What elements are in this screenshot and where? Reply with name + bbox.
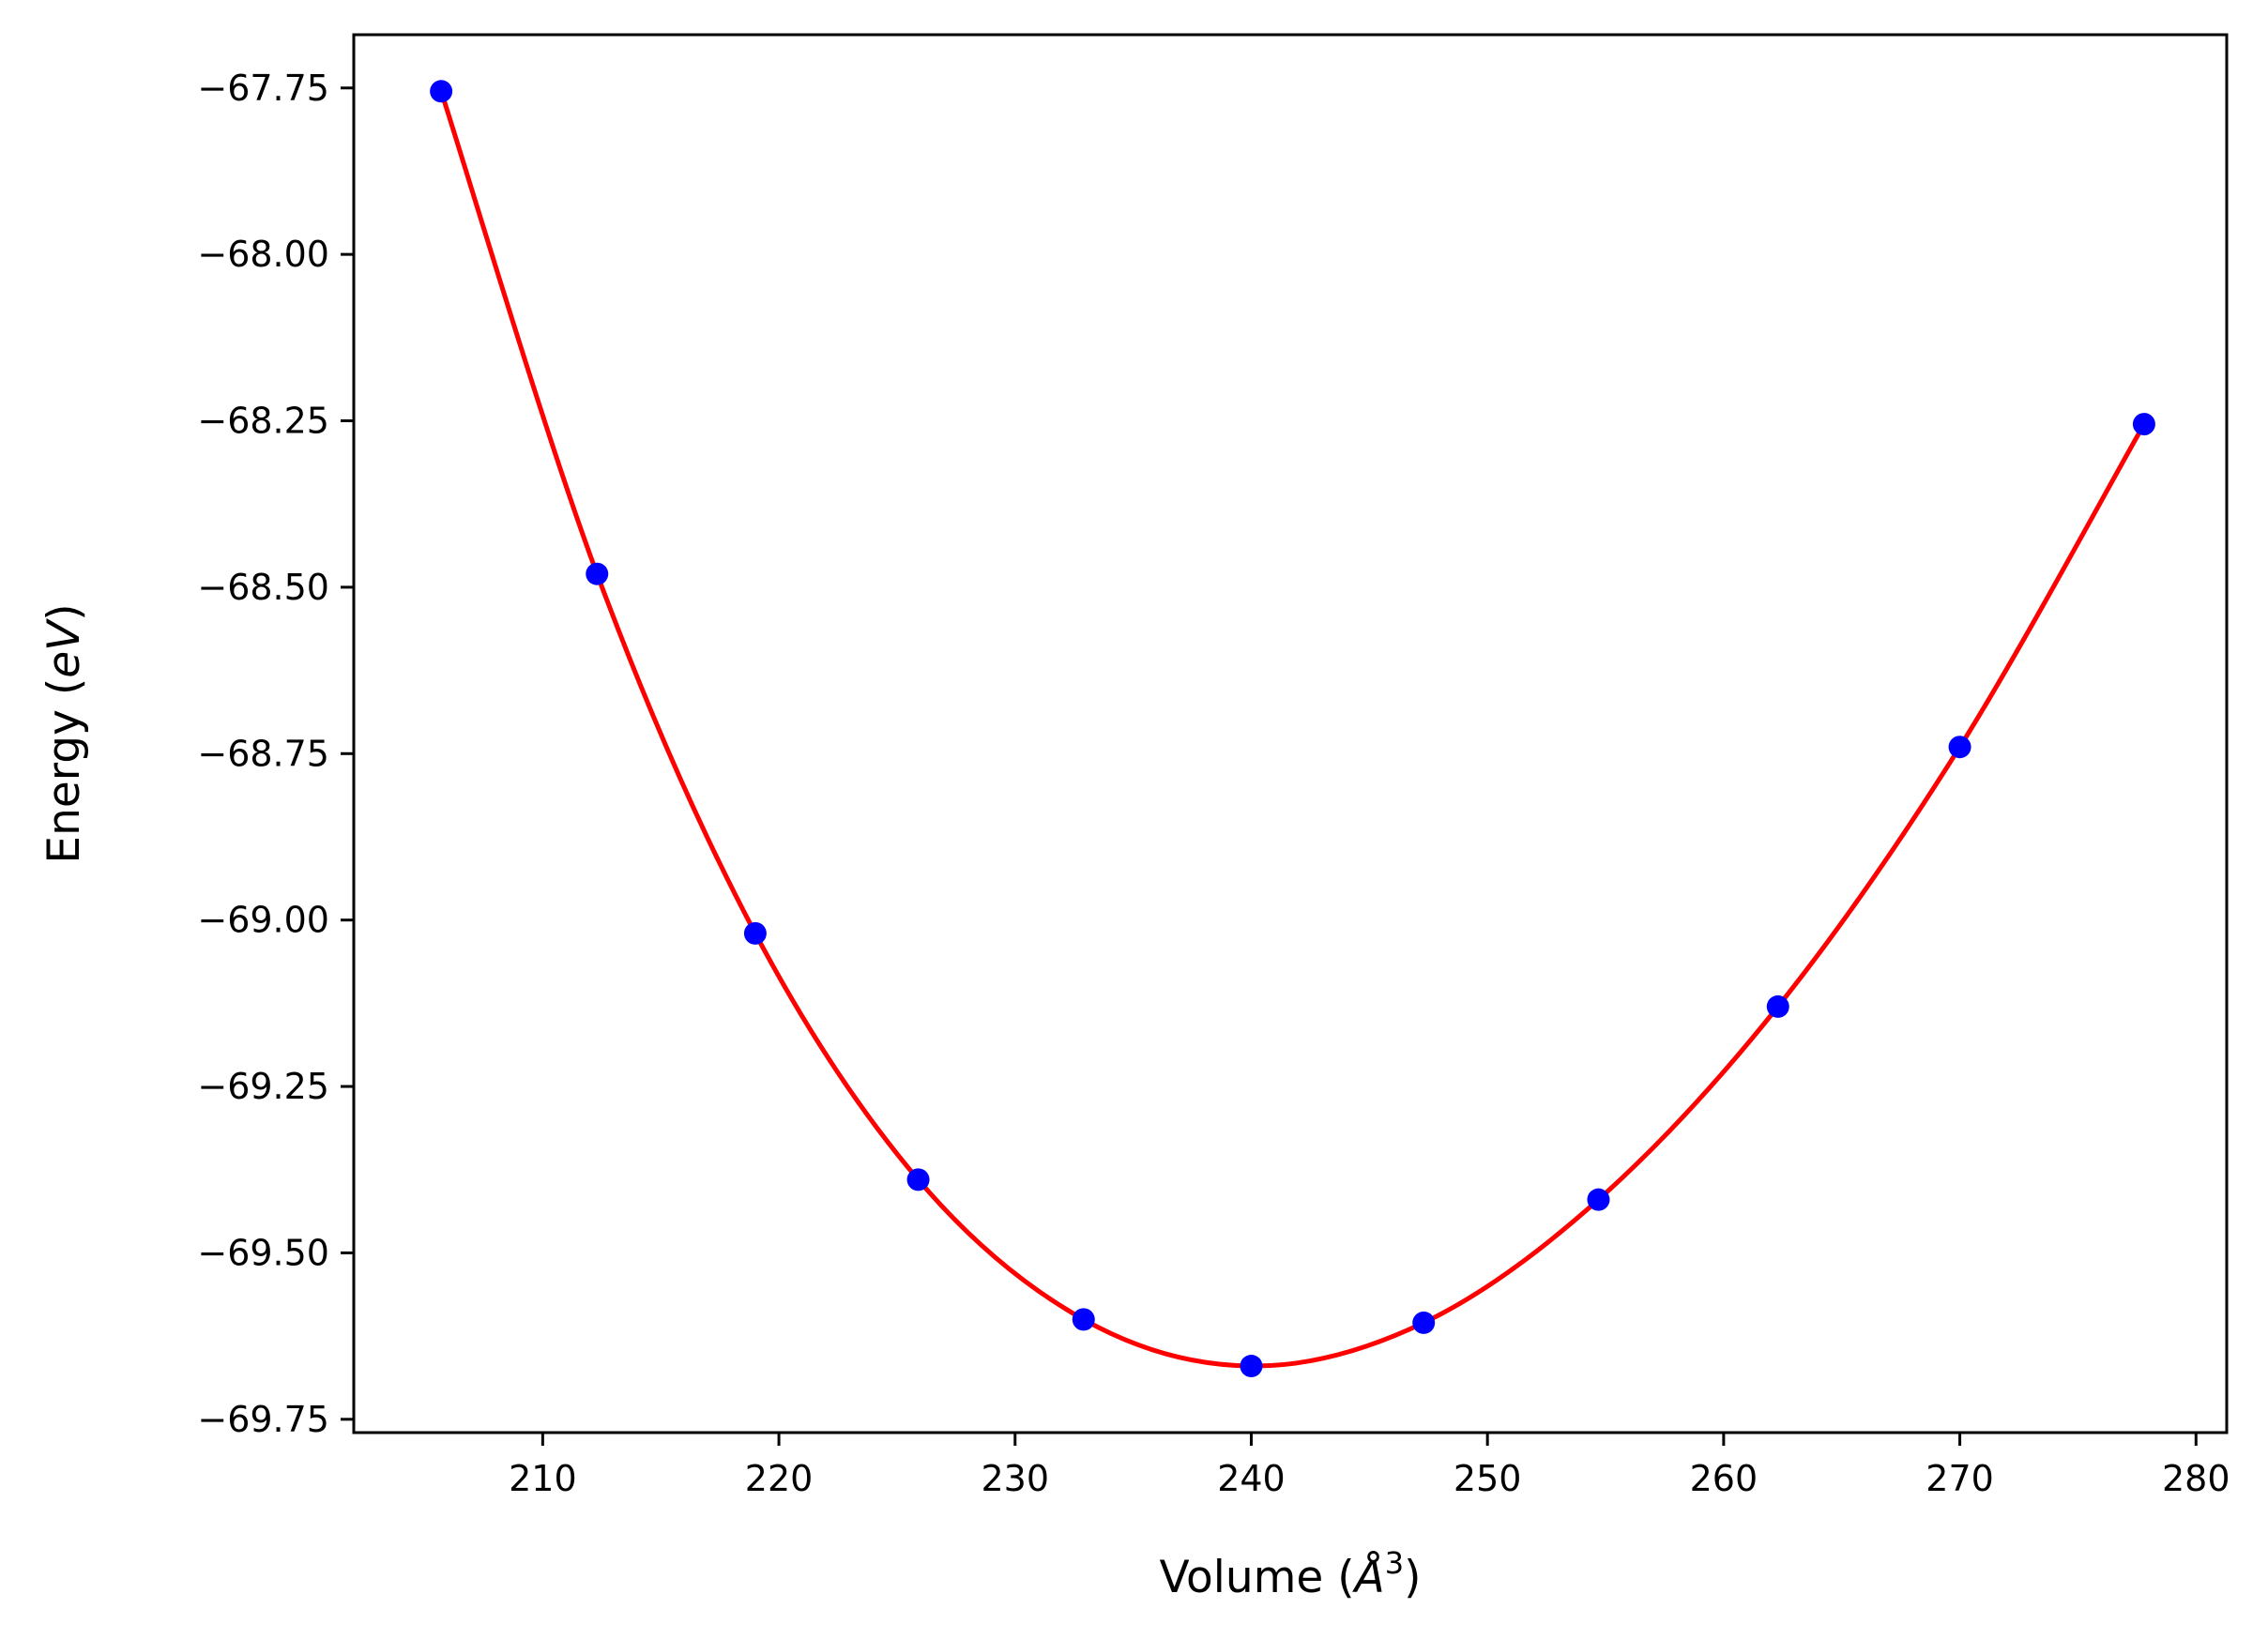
y-tick-label: −69.50 [197,1232,329,1273]
x-tick-label: 260 [1690,1458,1758,1499]
data-point [1412,1311,1436,1334]
data-point [430,80,453,103]
data-point [1948,736,1971,759]
plot-frame [352,33,2229,1434]
y-tick-label: −69.00 [197,900,329,941]
y-tick-label: −68.50 [197,567,329,608]
data-point [906,1168,930,1191]
x-axis-label-suffix: ) [1404,1552,1421,1603]
data-point [1587,1188,1610,1211]
y-tick-label: −69.75 [197,1399,329,1440]
y-tick-label: −68.00 [197,234,329,275]
data-point [743,921,767,945]
x-tick-label: 230 [982,1458,1050,1499]
y-tick-label: −68.75 [197,733,329,774]
data-point [1766,994,1789,1018]
x-axis-label-symbol: Å [1352,1552,1385,1603]
fit-curve-line [438,90,2147,1369]
x-axis-label: Volume (Å3) [1160,1545,1422,1603]
x-axis-label-sup: 3 [1385,1545,1404,1581]
data-point [586,562,609,585]
y-axis-label-prefix: Energy ( [38,678,90,864]
y-axis-label-symbol: eV [38,618,90,678]
data-point [1072,1308,1095,1331]
x-tick-label: 220 [745,1458,814,1499]
x-tick-label: 210 [509,1458,577,1499]
y-tick-label: −68.25 [197,401,329,442]
y-axis-label-suffix: ) [38,603,90,620]
x-tick-label: 240 [1217,1458,1286,1499]
y-tick-label: −69.25 [197,1066,329,1107]
y-axis-label: Energy (eV) [38,603,90,863]
data-point [1240,1355,1263,1378]
axes: 210 220 230 240 250 260 270 280 −67.75 −68.00 −68.… [197,33,2230,1499]
data-point [2132,413,2155,436]
x-tick-label: 250 [1454,1458,1522,1499]
x-tick-label: 280 [2162,1458,2230,1499]
plot-area [430,80,2155,1378]
x-axis-label-prefix: Volume ( [1160,1552,1355,1603]
y-tick-label: −67.75 [197,68,329,109]
x-tick-label: 270 [1926,1458,1994,1499]
